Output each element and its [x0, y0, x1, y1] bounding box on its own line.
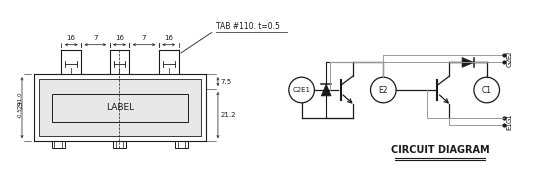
Text: 16: 16: [115, 35, 124, 41]
Text: 29: 29: [17, 100, 23, 109]
Text: E1: E1: [507, 121, 513, 130]
Text: E2: E2: [379, 86, 388, 94]
Text: -0.5: -0.5: [18, 107, 23, 118]
Text: CIRCUIT DIAGRAM: CIRCUIT DIAGRAM: [390, 145, 489, 155]
Text: 21.2: 21.2: [221, 112, 236, 118]
Text: LABEL: LABEL: [106, 103, 134, 112]
Text: C2E1: C2E1: [293, 87, 311, 93]
Bar: [39, 79, 201, 136]
Text: 16: 16: [67, 35, 76, 41]
Text: 16: 16: [164, 35, 173, 41]
Text: TAB #110. t=0.5: TAB #110. t=0.5: [216, 22, 280, 31]
Text: +1.0: +1.0: [18, 91, 23, 105]
Text: E2: E2: [507, 50, 513, 59]
Text: 7.5: 7.5: [221, 79, 232, 85]
Text: 7: 7: [142, 35, 147, 41]
Polygon shape: [321, 84, 331, 96]
Text: G2: G2: [507, 58, 513, 67]
Bar: [113, 141, 126, 148]
Bar: [51, 94, 189, 122]
Bar: [175, 141, 189, 148]
Text: G1: G1: [507, 113, 513, 123]
Bar: [51, 141, 65, 148]
Polygon shape: [462, 57, 474, 67]
Text: C1: C1: [482, 86, 492, 94]
Text: 7: 7: [93, 35, 97, 41]
